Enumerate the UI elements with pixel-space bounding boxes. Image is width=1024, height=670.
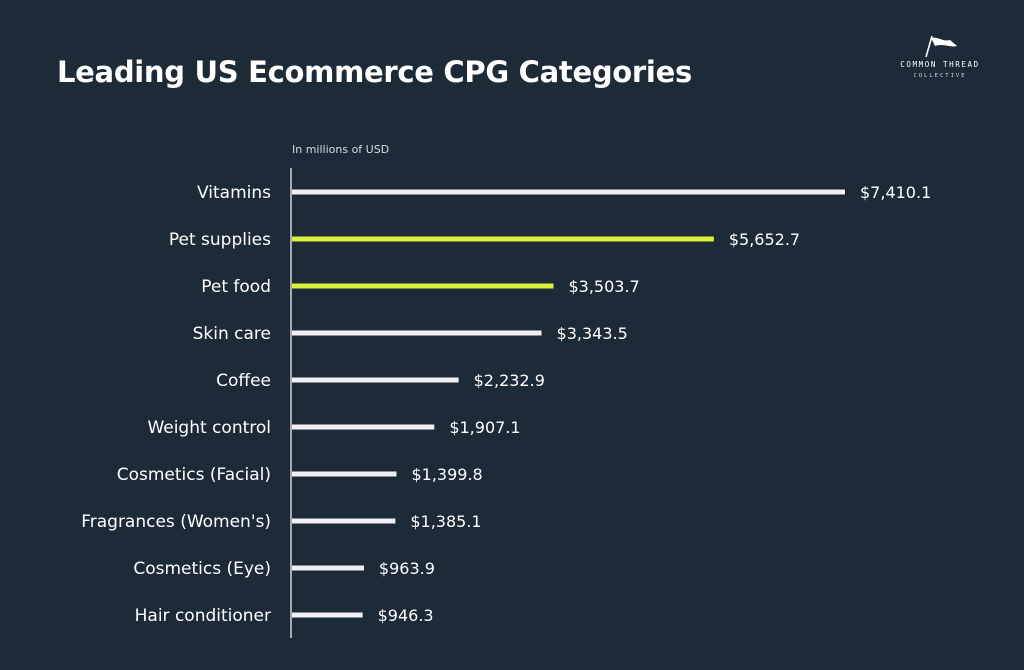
bar-hair-conditioner: [292, 612, 363, 618]
value-label-pet-food: $3,503.7: [568, 277, 639, 296]
category-label-hair-conditioner: Hair conditioner: [135, 606, 271, 626]
category-label-vitamins: Vitamins: [197, 183, 271, 203]
bars-layer: Vitamins $7,410.1 Pet supplies $5,652.7 Pet …: [81, 183, 931, 626]
value-label-skin-care: $3,343.5: [557, 324, 628, 343]
value-label-hair-conditioner: $946.3: [378, 606, 434, 625]
value-label-cosmetics-eye: $963.9: [379, 559, 435, 578]
logo-sub-text: COLLECTIVE: [913, 73, 967, 79]
flag-icon: [925, 35, 957, 58]
value-label-weight-control: $1,907.1: [449, 418, 520, 437]
category-label-cosmetics-eye: Cosmetics (Eye): [133, 559, 271, 579]
value-label-cosmetics-facial: $1,399.8: [411, 465, 482, 484]
bar-coffee: [292, 377, 459, 383]
value-label-pet-supplies: $5,652.7: [729, 230, 800, 249]
brand-logo: COMMON THREAD COLLECTIVE: [884, 34, 996, 86]
category-label-coffee: Coffee: [216, 371, 271, 391]
bar-pet-supplies: [292, 236, 714, 242]
bar-pet-food: [292, 283, 554, 289]
bar-vitamins: [292, 189, 845, 195]
value-label-vitamins: $7,410.1: [860, 183, 931, 202]
category-label-skin-care: Skin care: [193, 324, 271, 344]
logo-brand-text: COMMON THREAD: [900, 60, 980, 69]
category-label-fragrances-women-s: Fragrances (Women's): [81, 512, 271, 532]
bar-weight-control: [292, 424, 435, 430]
category-label-weight-control: Weight control: [147, 418, 271, 438]
bar-fragrances-women-s: [292, 518, 396, 524]
category-label-pet-supplies: Pet supplies: [169, 230, 271, 250]
value-label-fragrances-women-s: $1,385.1: [410, 512, 481, 531]
category-label-cosmetics-facial: Cosmetics (Facial): [117, 465, 271, 485]
category-label-pet-food: Pet food: [201, 277, 271, 297]
value-label-coffee: $2,232.9: [474, 371, 545, 390]
unit-label: In millions of USD: [292, 143, 389, 156]
bar-cosmetics-facial: [292, 471, 397, 477]
bar-cosmetics-eye: [292, 565, 364, 571]
chart-title: Leading US Ecommerce CPG Categories: [57, 55, 692, 89]
bar-skin-care: [292, 330, 542, 336]
